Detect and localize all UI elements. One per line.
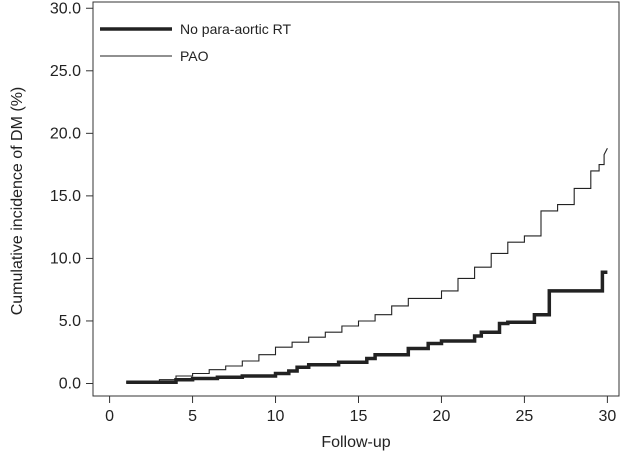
x-tick-label: 0 — [105, 408, 114, 425]
series-line-no-para-aortic-rt — [126, 270, 608, 384]
x-tick-label: 10 — [267, 408, 285, 425]
y-tick-label: 20.0 — [50, 125, 81, 142]
x-tick-label: 25 — [516, 408, 534, 425]
y-tick-label: 0.0 — [59, 375, 81, 392]
y-axis-title: Cumulative incidence of DM (%) — [9, 87, 26, 316]
y-tick-label: 15.0 — [50, 188, 81, 205]
y-tick-label: 5.0 — [59, 313, 81, 330]
y-tick-label: 30.0 — [50, 0, 81, 17]
x-tick-label: 20 — [433, 408, 451, 425]
x-tick-label: 30 — [598, 408, 616, 425]
plot-area — [126, 148, 608, 384]
x-tick-label: 15 — [350, 408, 368, 425]
legend-label-no-para-aortic-rt: No para-aortic RT — [180, 21, 291, 37]
legend: No para-aortic RT PAO — [100, 21, 291, 64]
y-tick-label: 10.0 — [50, 250, 81, 267]
axes: 0 5 10 15 20 25 30 0.0 5.0 10.0 15.0 20.0 25.0 30.0 — [50, 0, 620, 425]
series-line-pao — [126, 148, 608, 383]
x-axis-title: Follow-up — [321, 434, 390, 451]
plot-frame — [92, 1, 620, 397]
y-tick-label: 25.0 — [50, 63, 81, 80]
legend-label-pao: PAO — [180, 48, 209, 64]
x-tick-label: 5 — [188, 408, 197, 425]
